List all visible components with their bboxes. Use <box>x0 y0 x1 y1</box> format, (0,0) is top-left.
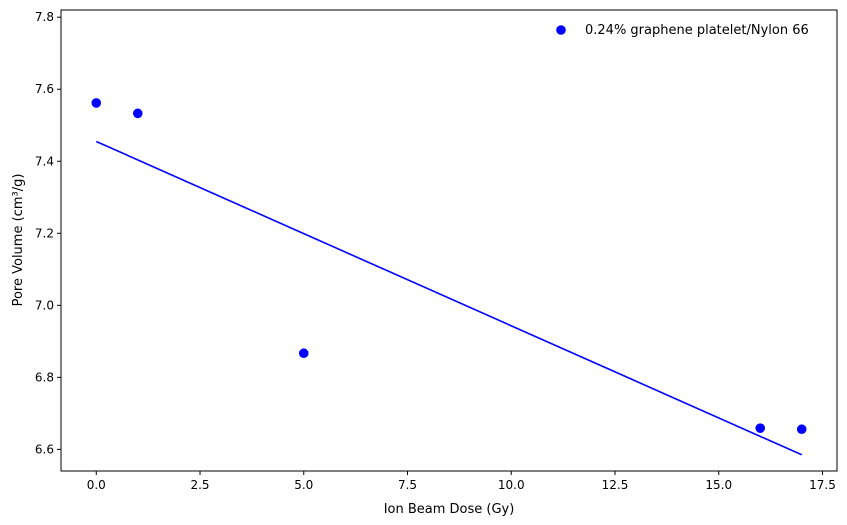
data-point <box>298 348 309 359</box>
x-tick-label: 17.5 <box>809 478 836 492</box>
data-point <box>755 423 766 433</box>
x-tick-label: 7.5 <box>398 478 417 492</box>
y-tick-label: 6.6 <box>35 442 54 456</box>
y-tick-label: 7.0 <box>35 298 54 312</box>
y-tick-label: 7.8 <box>35 10 54 24</box>
data-point <box>796 424 807 435</box>
x-tick-label: 12.5 <box>602 478 629 492</box>
x-tick-label: 5.0 <box>294 478 313 492</box>
legend-marker <box>556 25 566 35</box>
x-tick-label: 15.0 <box>705 478 732 492</box>
data-point <box>132 108 143 119</box>
y-tick-label: 7.6 <box>35 82 54 96</box>
fit-line <box>95 140 803 456</box>
y-tick-label: 7.4 <box>35 154 54 168</box>
x-tick-label: 0.0 <box>87 478 106 492</box>
y-tick-label: 6.8 <box>35 370 54 384</box>
y-axis-label: Pore Volume (cm³/g) <box>11 174 26 307</box>
data-point <box>91 98 102 108</box>
axis-ticks: 0.0 2.5 5.0 7.5 10.0 12.5 15.0 17.5 6.6 6.8 7.0 7.2… <box>35 10 836 492</box>
x-tick-label: 2.5 <box>190 478 209 492</box>
legend-label: 0.24% graphene platelet/Nylon 66 <box>585 23 809 38</box>
plot-frame <box>60 9 838 472</box>
plot-marks <box>91 98 807 456</box>
y-tick-label: 7.2 <box>35 226 54 240</box>
x-tick-label: 10.0 <box>498 478 525 492</box>
x-axis-label: Ion Beam Dose (Gy) <box>384 502 515 517</box>
legend: 0.24% graphene platelet/Nylon 66 <box>556 23 809 38</box>
